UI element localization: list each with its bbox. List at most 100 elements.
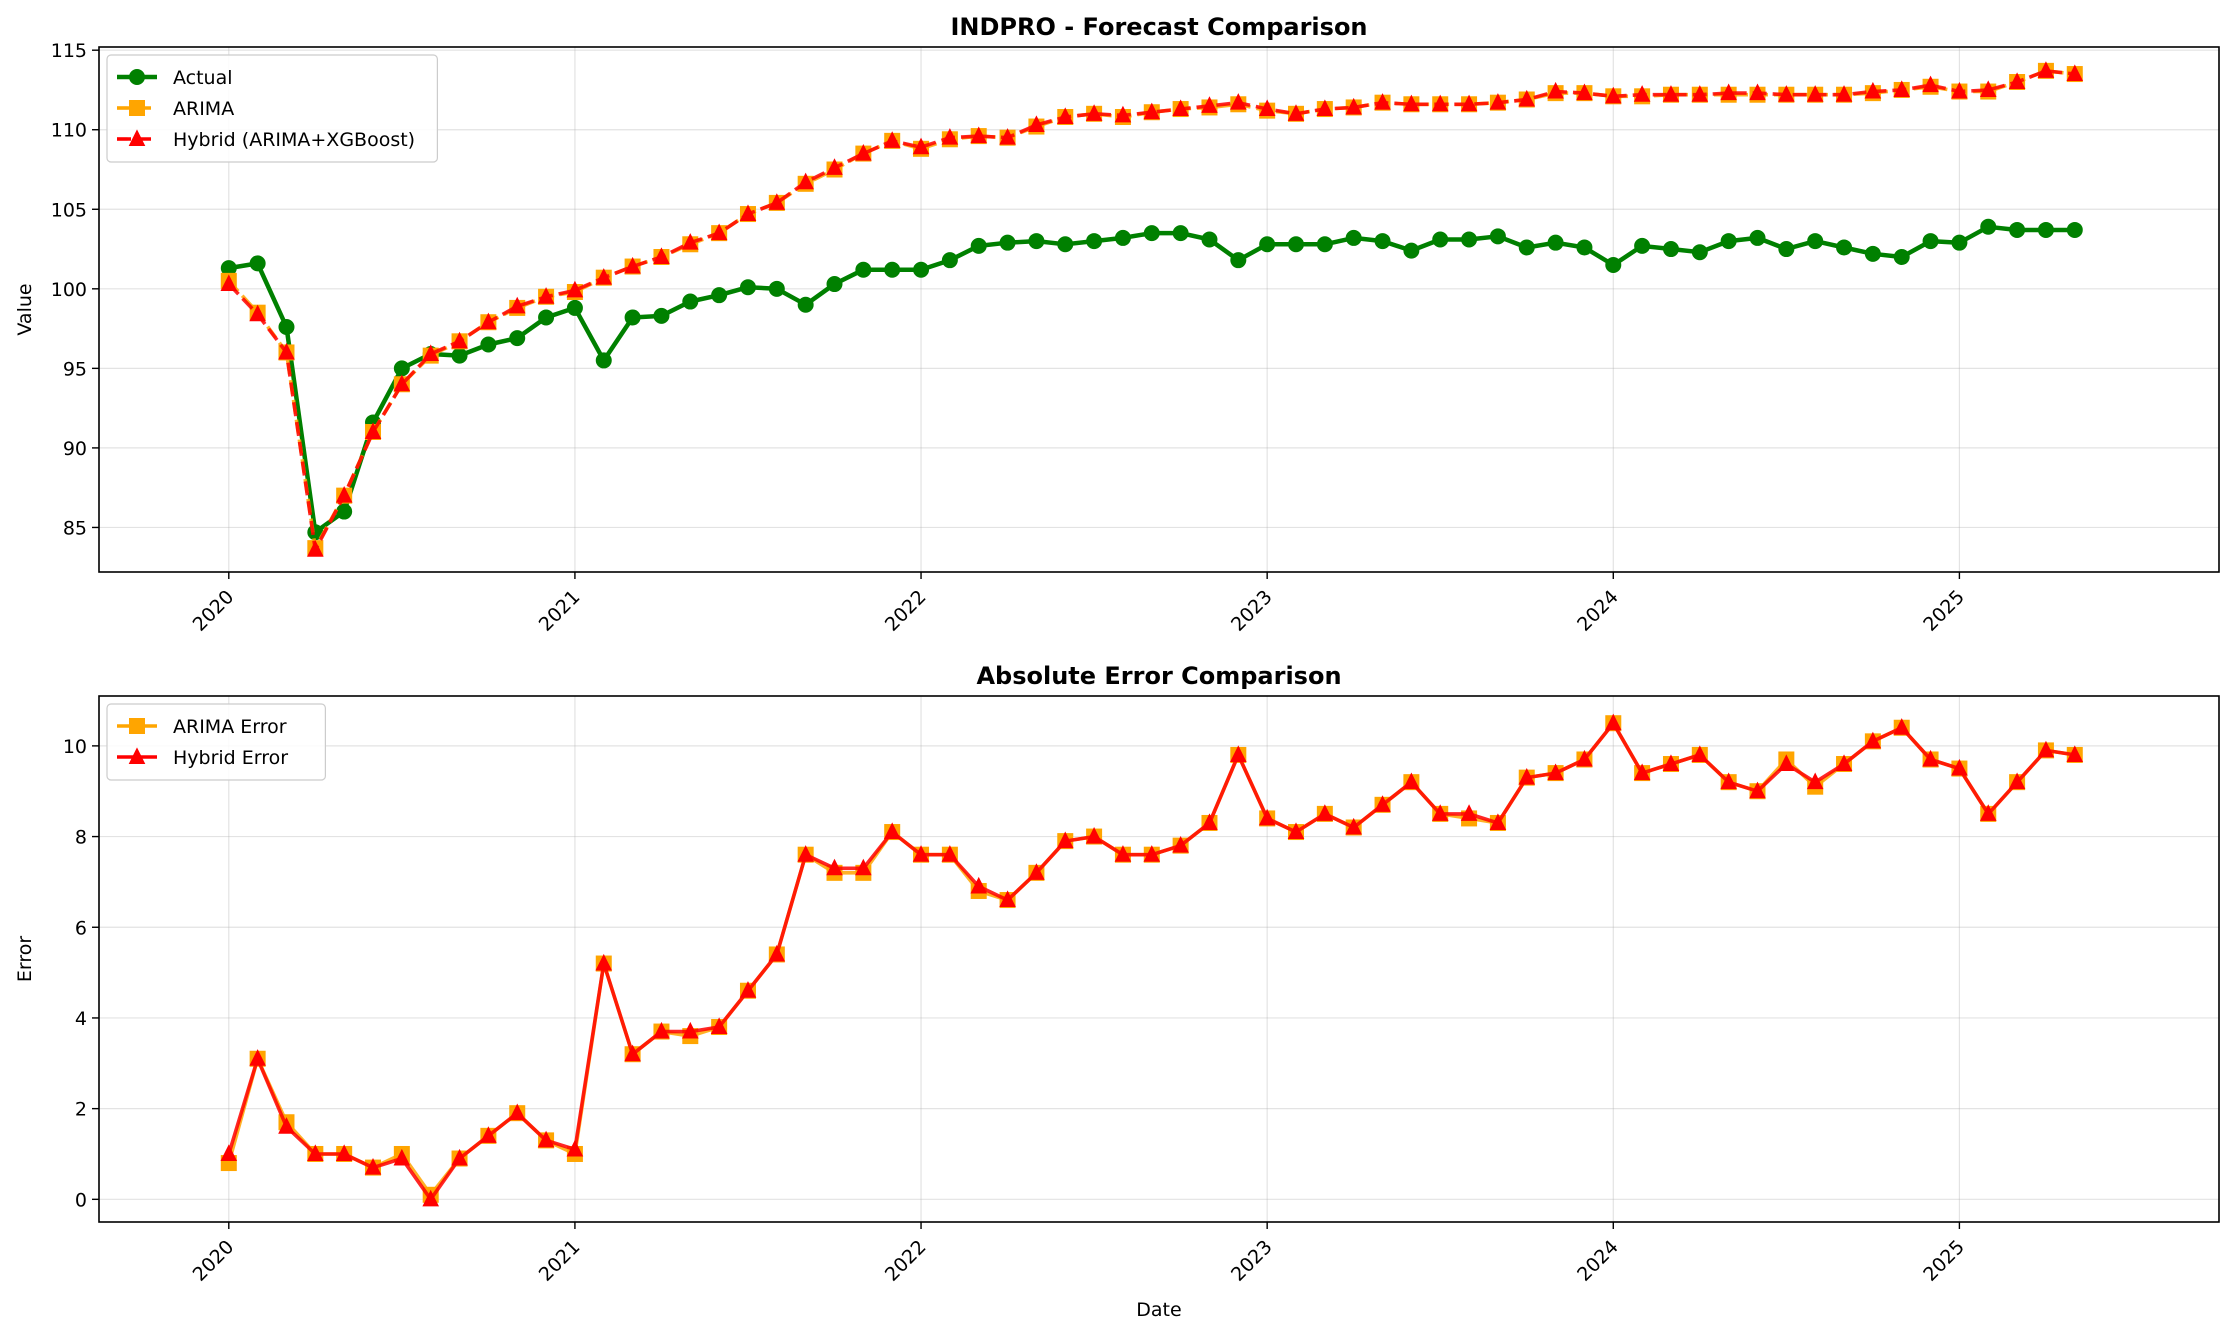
data-point-actual (1172, 225, 1189, 242)
data-point-actual (1605, 256, 1622, 273)
series-hybrid-error (220, 713, 2084, 1207)
data-point-hybrid-error (1806, 772, 1824, 790)
data-point-actual (509, 330, 526, 347)
legend-marker-arima (129, 100, 145, 116)
data-point-hybrid-error (912, 845, 930, 862)
data-point-hybrid-error (335, 1144, 353, 1161)
data-point-actual (1662, 241, 1679, 258)
data-point-hybrid-error (307, 1144, 324, 1161)
data-point-actual (1230, 252, 1247, 269)
data-point-hybrid-arima-xgboost (1374, 93, 1391, 110)
data-point-actual (249, 255, 266, 272)
data-point-actual (1259, 236, 1276, 253)
data-point-hybrid-error (1345, 817, 1363, 835)
data-point-hybrid-error (1864, 731, 1882, 749)
data-point-hybrid-error (1114, 845, 1132, 862)
data-point-hybrid-arima-xgboost (451, 331, 468, 349)
y-tick-label: 95 (63, 358, 87, 380)
data-point-actual (2066, 221, 2083, 238)
data-point-hybrid-arima-xgboost (883, 131, 901, 148)
data-point-hybrid-error (451, 1148, 468, 1166)
data-point-hybrid-error (1662, 754, 1680, 772)
data-point-hybrid-error (768, 944, 786, 962)
data-point-hybrid-error (1691, 745, 1709, 762)
legend: Actual ARIMA Hybrid (ARIMA+XGBoost) (106, 54, 438, 163)
data-point-actual (653, 307, 670, 324)
data-point-actual (999, 234, 1016, 251)
data-point-hybrid-arima-xgboost (566, 280, 584, 298)
y-tick-label: 110 (51, 120, 87, 142)
data-point-hybrid-error (855, 858, 872, 876)
data-point-hybrid-error (1979, 804, 1997, 821)
data-point-actual (941, 252, 958, 269)
data-point-actual (1201, 231, 1218, 248)
data-point-hybrid-error (2037, 740, 2055, 758)
legend-marker-hybrid-error (128, 747, 146, 764)
data-point-hybrid-error (1604, 713, 1622, 731)
legend-label-actual: Actual (173, 67, 233, 89)
data-point-hybrid-error (480, 1126, 497, 1143)
y-tick-label: 115 (51, 40, 87, 62)
data-point-hybrid-arima-xgboost (970, 126, 988, 144)
data-point-hybrid-error (1778, 754, 1795, 772)
data-point-hybrid-error (278, 1117, 295, 1134)
data-point-actual (884, 261, 901, 278)
data-point-hybrid-error (1143, 845, 1161, 862)
data-point-hybrid-error (1085, 826, 1103, 844)
data-point-actual (1922, 233, 1939, 250)
data-point-hybrid-arima-xgboost (595, 268, 613, 285)
data-point-hybrid-arima-xgboost (941, 128, 959, 145)
data-point-actual (1461, 231, 1478, 248)
x-axis-label: Date (1136, 1299, 1181, 1321)
y-tick-label: 10 (63, 736, 87, 758)
data-point-hybrid-arima-xgboost (1431, 94, 1449, 112)
data-point-actual (1489, 228, 1506, 245)
data-point-actual (1086, 233, 1103, 250)
data-point-hybrid-error (1835, 754, 1853, 772)
data-point-actual (2037, 221, 2054, 238)
data-point-actual (393, 360, 410, 377)
data-point-hybrid-arima-xgboost (1230, 93, 1247, 110)
data-point-hybrid-error (566, 1139, 584, 1157)
data-point-actual (1576, 239, 1593, 256)
data-point-hybrid-error (2066, 745, 2084, 762)
data-point-actual (1547, 234, 1564, 251)
data-point-actual (336, 503, 353, 520)
data-point-hybrid-error (970, 876, 988, 894)
data-point-hybrid-arima-xgboost (1287, 104, 1305, 121)
data-point-actual (1749, 229, 1766, 246)
data-point-hybrid-error (1460, 804, 1478, 821)
data-point-hybrid-arima-xgboost (1749, 83, 1766, 101)
data-point-hybrid-arima-xgboost (1085, 104, 1103, 121)
data-point-actual (1691, 244, 1708, 261)
data-point-actual (1114, 229, 1131, 246)
data-point-hybrid-error (1951, 758, 1968, 776)
data-point-hybrid-arima-xgboost (1403, 94, 1420, 112)
data-point-actual (1864, 245, 1881, 262)
data-point-hybrid-arima-xgboost (2008, 72, 2026, 89)
y-axis-label: Error (14, 936, 36, 983)
data-point-hybrid-arima-xgboost (1143, 102, 1161, 120)
y-tick-label: 90 (63, 438, 87, 460)
legend-label-hybrid-arima-xgboost: Hybrid (ARIMA+XGBoost) (173, 129, 415, 151)
data-point-hybrid-error (1374, 795, 1391, 812)
y-tick-label: 6 (75, 917, 87, 939)
data-point-actual (1720, 233, 1737, 250)
data-point-hybrid-arima-xgboost (393, 374, 411, 392)
data-point-actual (566, 299, 583, 316)
data-point-hybrid-arima-xgboost (2037, 61, 2055, 78)
y-axis-label: Value (14, 283, 36, 335)
data-point-actual (711, 287, 728, 304)
data-point-hybrid-arima-xgboost (2066, 64, 2084, 82)
data-point-hybrid-error (1316, 804, 1334, 821)
data-point-hybrid-arima-xgboost (1864, 81, 1882, 99)
legend-label-hybrid-error: Hybrid Error (173, 747, 288, 769)
data-point-hybrid-arima-xgboost (364, 422, 382, 439)
data-point-actual (739, 279, 756, 296)
data-point-hybrid-error (653, 1021, 670, 1039)
data-point-hybrid-error (624, 1044, 641, 1062)
data-point-actual (1057, 236, 1074, 253)
chart-title: Absolute Error Comparison (976, 662, 1341, 690)
data-point-hybrid-error (1230, 745, 1247, 762)
data-point-hybrid-error (1720, 772, 1737, 790)
